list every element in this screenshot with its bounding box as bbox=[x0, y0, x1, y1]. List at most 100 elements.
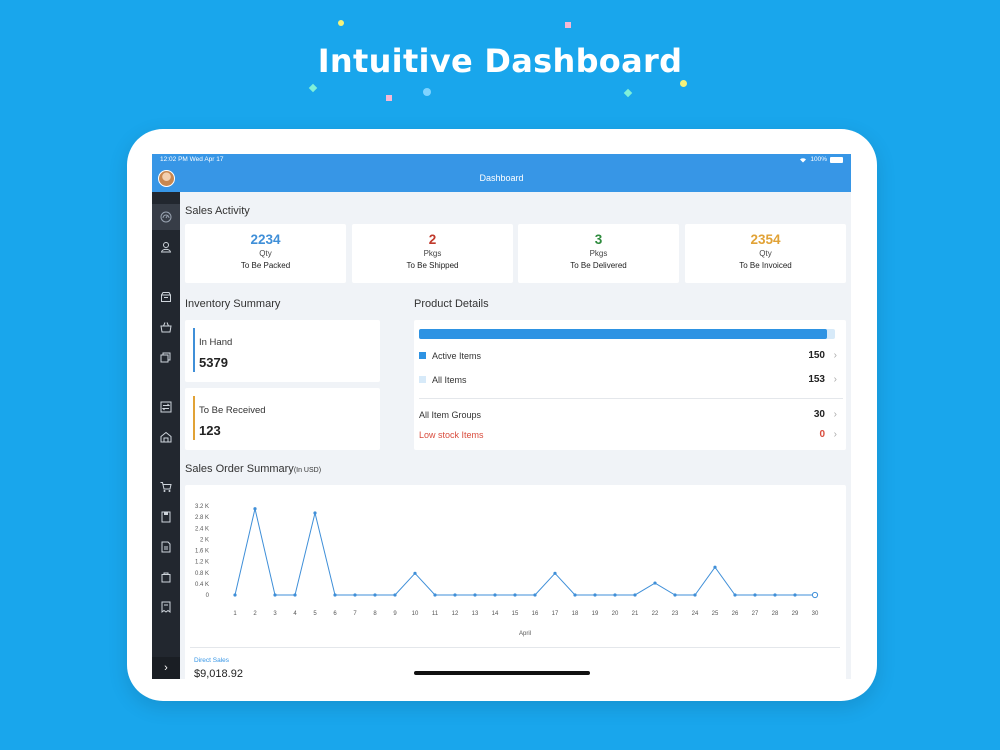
x-tick-label: 22 bbox=[652, 611, 659, 617]
in-hand-accent-bar bbox=[193, 328, 195, 372]
x-tick-label: 19 bbox=[592, 611, 599, 617]
battery-icon bbox=[830, 156, 843, 163]
data-point bbox=[473, 593, 477, 597]
x-tick-label: 9 bbox=[393, 611, 397, 617]
sales-activity-card-shipped[interactable]: 2 Pkgs To Be Shipped bbox=[352, 224, 513, 283]
sidebar-expand-button[interactable]: › bbox=[152, 657, 180, 679]
headline: Intuitive Dashboard bbox=[317, 42, 683, 80]
confetti-decoration bbox=[623, 88, 633, 98]
y-tick-label: 1.2 K bbox=[195, 560, 209, 566]
divider bbox=[190, 647, 840, 648]
nav-bar: Dashboard bbox=[152, 166, 851, 192]
transfer-orders-icon[interactable] bbox=[159, 400, 173, 414]
in-hand-label: In Hand bbox=[199, 337, 233, 348]
confetti-decoration bbox=[565, 22, 571, 28]
all-item-groups-row[interactable]: All Item Groups 30 › bbox=[419, 408, 839, 422]
to-be-received-label: To Be Received bbox=[199, 405, 266, 416]
contacts-icon[interactable] bbox=[159, 240, 173, 254]
sales-order-summary-subtitle: (In USD) bbox=[293, 467, 322, 474]
all-item-groups-label: All Item Groups bbox=[419, 410, 482, 420]
items-icon[interactable] bbox=[159, 290, 173, 304]
x-tick-label: 18 bbox=[572, 611, 579, 617]
data-point bbox=[573, 593, 577, 597]
sales-activity-title: Sales Activity bbox=[185, 205, 250, 217]
sales-activity-card-invoiced[interactable]: 2354 Qty To Be Invoiced bbox=[685, 224, 846, 283]
bills-icon[interactable] bbox=[159, 600, 173, 614]
item-groups-icon[interactable] bbox=[159, 320, 173, 334]
data-point bbox=[453, 593, 457, 597]
all-items-swatch bbox=[419, 376, 426, 383]
y-tick-label: 2.4 K bbox=[195, 526, 209, 532]
all-items-label: All Items bbox=[432, 375, 467, 385]
sales-activity-value: 2234 bbox=[250, 232, 281, 247]
to-be-received-accent-bar bbox=[193, 396, 195, 440]
y-tick-label: 0.8 K bbox=[195, 571, 209, 577]
x-tick-label: 14 bbox=[492, 611, 499, 617]
invoices-icon[interactable] bbox=[159, 540, 173, 554]
all-items-row[interactable]: All Items 153 › bbox=[419, 373, 839, 387]
low-stock-value: 0 bbox=[819, 429, 825, 440]
data-point bbox=[553, 571, 557, 575]
x-tick-label: 26 bbox=[732, 611, 739, 617]
data-point bbox=[733, 593, 737, 597]
sales-activity-label: To Be Invoiced bbox=[739, 261, 792, 270]
cart-icon[interactable] bbox=[159, 480, 173, 494]
in-hand-card[interactable]: In Hand 5379 bbox=[185, 320, 380, 382]
data-point bbox=[673, 593, 677, 597]
x-tick-label: 30 bbox=[812, 611, 819, 617]
data-point bbox=[633, 593, 637, 597]
y-tick-label: 1.6 K bbox=[195, 549, 209, 555]
confetti-decoration bbox=[680, 80, 687, 87]
x-tick-label: 11 bbox=[432, 611, 439, 617]
sales-activity-card-delivered[interactable]: 3 Pkgs To Be Delivered bbox=[518, 224, 679, 283]
confetti-decoration bbox=[338, 20, 344, 26]
data-point bbox=[353, 593, 357, 597]
sales-activity-card-packed[interactable]: 2234 Qty To Be Packed bbox=[185, 224, 346, 283]
active-items-progress-bar bbox=[419, 329, 835, 339]
battery-percent: 100% bbox=[810, 156, 827, 163]
warehouses-icon[interactable] bbox=[159, 430, 173, 444]
x-tick-label: 17 bbox=[552, 611, 559, 617]
in-hand-value: 5379 bbox=[199, 355, 228, 370]
inventory-summary-title: Inventory Summary bbox=[185, 298, 281, 310]
y-tick-label: 0.4 K bbox=[195, 582, 209, 588]
direct-sales-value: $9,018.92 bbox=[194, 668, 243, 679]
wifi-icon bbox=[800, 157, 807, 162]
confetti-decoration bbox=[386, 95, 392, 101]
confetti-decoration bbox=[308, 83, 318, 93]
to-be-received-card[interactable]: To Be Received 123 bbox=[185, 388, 380, 450]
sales-orders-icon[interactable] bbox=[159, 510, 173, 524]
low-stock-label: Low stock Items bbox=[419, 430, 484, 440]
data-point bbox=[613, 593, 617, 597]
active-items-progress-fill bbox=[419, 329, 827, 339]
active-items-row[interactable]: Active Items 150 › bbox=[419, 349, 839, 363]
x-axis-label: April bbox=[519, 631, 531, 637]
sales-activity-unit: Qty bbox=[259, 249, 272, 258]
sales-order-summary-title: Sales Order Summary(In USD) bbox=[185, 463, 321, 475]
low-stock-row[interactable]: Low stock Items 0 › bbox=[419, 428, 839, 442]
data-point bbox=[713, 565, 717, 569]
composite-items-icon[interactable] bbox=[159, 350, 173, 364]
chevron-right-icon: › bbox=[833, 429, 837, 440]
page-title: Dashboard bbox=[479, 173, 524, 183]
bag-icon[interactable] bbox=[159, 570, 173, 584]
dashboard-icon[interactable] bbox=[159, 210, 173, 224]
x-tick-label: 23 bbox=[672, 611, 679, 617]
sales-order-line-chart: 0 0.4 K 0.8 K 1.2 K 1.6 K 2 K 2.4 K 2.8 K 3.2 K 1… bbox=[195, 504, 819, 637]
sales-activity-unit: Pkgs bbox=[423, 249, 442, 258]
active-items-value: 150 bbox=[808, 350, 825, 361]
all-items-value: 153 bbox=[808, 374, 825, 385]
x-tick-label: 21 bbox=[632, 611, 639, 617]
chevron-right-icon: › bbox=[833, 350, 837, 361]
data-point bbox=[593, 593, 597, 597]
x-tick-label: 29 bbox=[792, 611, 799, 617]
data-point bbox=[693, 593, 697, 597]
avatar[interactable] bbox=[158, 170, 175, 187]
data-point bbox=[273, 593, 277, 597]
x-tick-label: 10 bbox=[412, 611, 419, 617]
data-point bbox=[233, 593, 237, 597]
data-point bbox=[653, 581, 657, 585]
sales-activity-label: To Be Shipped bbox=[406, 261, 459, 270]
y-tick-label: 0 bbox=[206, 593, 210, 599]
x-tick-label: 1 bbox=[233, 611, 237, 617]
